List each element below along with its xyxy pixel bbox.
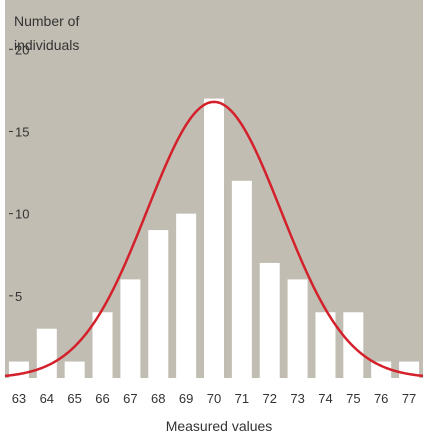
x-tick-label-76: 76 [374, 391, 388, 406]
x-axis: 63 64 65 66 67 68 69 70 71 72 73 74 75 76 77 [12, 391, 417, 406]
x-tick-label-75: 75 [346, 391, 360, 406]
bar-68 [148, 230, 169, 378]
bar-65 [64, 361, 85, 378]
y-axis: 5 10 15 20 [9, 42, 29, 304]
x-tick-label-77: 77 [402, 391, 416, 406]
bar-64 [36, 328, 57, 378]
x-tick-label-73: 73 [290, 391, 304, 406]
bar-76 [371, 361, 392, 378]
x-tick-label-71: 71 [235, 391, 249, 406]
x-tick-label-69: 69 [179, 391, 193, 406]
bar-66 [92, 312, 113, 378]
x-tick-label-67: 67 [123, 391, 137, 406]
x-tick-label-74: 74 [318, 391, 332, 406]
x-axis-title: Measured values [166, 418, 273, 434]
bar-71 [231, 180, 252, 378]
bar-69 [176, 213, 197, 378]
bars [8, 98, 420, 379]
bar-67 [120, 279, 141, 378]
y-tick-label-5: 5 [15, 289, 22, 304]
bar-73 [287, 279, 308, 378]
bar-70 [204, 98, 224, 379]
normal-distribution-curve [4, 100, 424, 378]
x-tick-label-68: 68 [151, 391, 165, 406]
x-tick-label-72: 72 [262, 391, 276, 406]
y-tick-label-20: 20 [15, 42, 29, 57]
x-tick-label-65: 65 [67, 391, 81, 406]
y-axis-title-line-1: Number of [14, 13, 79, 29]
y-tick-label-10: 10 [15, 207, 29, 222]
y-tick-label-15: 15 [15, 124, 29, 139]
x-tick-label-70: 70 [207, 391, 221, 406]
bar-72 [259, 262, 280, 378]
bar-74 [315, 312, 336, 378]
x-tick-label-64: 64 [40, 391, 54, 406]
y-axis-title-line-2: individuals [14, 37, 79, 53]
x-tick-label-63: 63 [12, 391, 26, 406]
x-tick-label-66: 66 [95, 391, 109, 406]
